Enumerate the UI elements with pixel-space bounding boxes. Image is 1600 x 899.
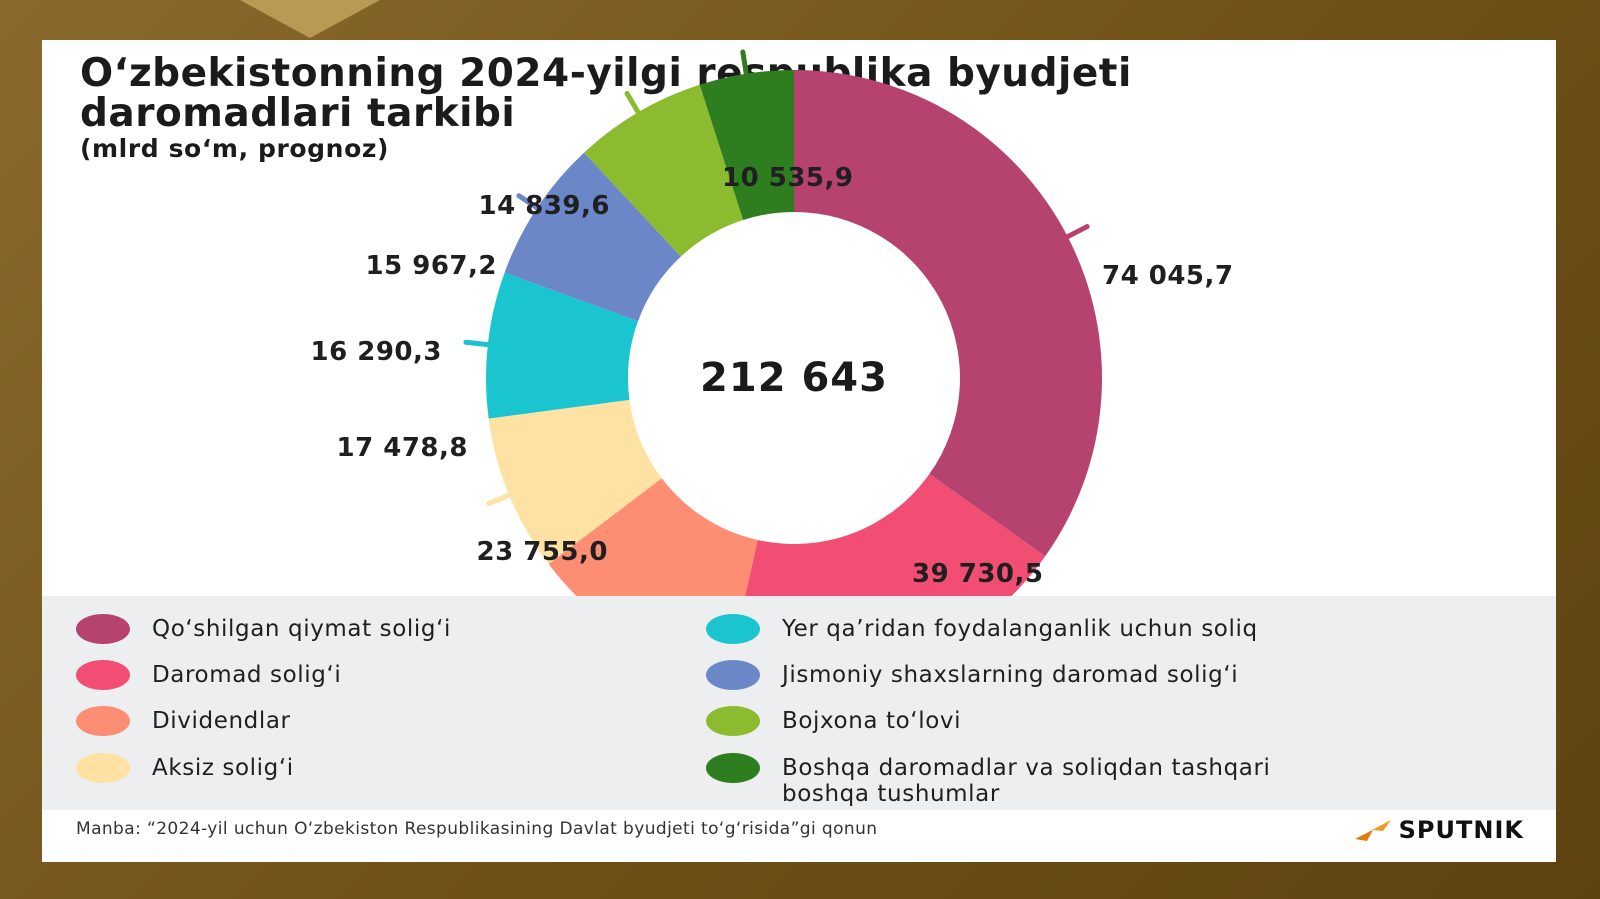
chart-legend: Qo‘shilgan qiymat solig‘i Daromad solig‘i… (42, 596, 1556, 810)
leader-line-yer-qa-ridan-foydalanganlik-uchun-soliq (463, 339, 493, 348)
legend-item-dividendlar: Dividendlar (76, 706, 291, 736)
legend-item-aksiz-solig-i: Aksiz solig‘i (76, 753, 294, 783)
legend-swatch (706, 660, 760, 690)
leader-line-qo-shilgan-qiymat-solig-i (1063, 224, 1090, 241)
data-label-yer-qa-ridan-foydalanganlik-uchun-soliq: 16 290,3 (311, 337, 442, 367)
chart-title: O‘zbekistonning 2024-yilgi respublika by… (80, 51, 1132, 136)
slice-daromad-solig-i (745, 474, 1046, 596)
legend-swatch (706, 706, 760, 736)
chart-data-labels: 74 045,7 39 730,5 23 755,0 17 478,8 16 290,3… (311, 163, 1233, 589)
slice-dividendlar (548, 478, 758, 596)
slice-qo-shilgan-qiymat-solig-i (794, 70, 1102, 557)
legend-item-yer-qa-ridan-foydalanganlik-uchun-soliq: Yer qa’ridan foydalanganlik uchun soliq (706, 614, 1258, 644)
source-note: Manba: “2024-yil uchun O‘zbekiston Respu… (76, 819, 878, 839)
legend-label: Aksiz solig‘i (152, 755, 294, 781)
legend-item-jismoniy-shaxslarning-daromad-solig-i: Jismoniy shaxslarning daromad solig‘i (706, 660, 1238, 690)
legend-label: Jismoniy shaxslarning daromad solig‘i (782, 662, 1239, 688)
legend-item-boshqa-daromadlar-va-soliqdan-tashqari-boshqa-tushumlar: Boshqa daromadlar va soliqdan tashqari b… (706, 753, 1342, 807)
decorative-triangle (240, 0, 380, 38)
legend-label: Daromad solig‘i (152, 662, 342, 688)
data-label-boshqa-daromadlar-va-soliqdan-tashqari-boshqa-tushumlar: 10 535,9 (722, 163, 853, 193)
slice-bojxona-to-lovi (584, 84, 744, 257)
slice-boshqa-daromadlar-va-soliqdan-tashqari-boshqa-tushumlar (699, 70, 794, 220)
sputnik-logo-icon (1354, 820, 1391, 841)
data-label-aksiz-solig-i: 17 478,8 (337, 433, 468, 463)
slice-yer-qa-ridan-foydalanganlik-uchun-soliq (485, 272, 639, 419)
legend-label: Bojxona to‘lovi (782, 708, 962, 734)
legend-swatch (76, 660, 130, 690)
infographic-card: O‘zbekistonning 2024-yilgi respublika by… (42, 40, 1556, 862)
legend-swatch (76, 614, 130, 644)
chart-slices (485, 70, 1102, 596)
legend-item-daromad-solig-i: Daromad solig‘i (76, 660, 341, 690)
chart-subtitle: (mlrd so‘m, prognoz) (80, 134, 390, 163)
legend-label: Yer qa’ridan foydalanganlik uchun soliq (782, 616, 1258, 642)
donut-chart: 74 045,7 39 730,5 23 755,0 17 478,8 16 290,3… (311, 49, 1233, 596)
center-total-label: 212 643 (700, 355, 888, 401)
data-label-daromad-solig-i: 39 730,5 (912, 559, 1043, 589)
data-label-qo-shilgan-qiymat-solig-i: 74 045,7 (1102, 261, 1233, 291)
legend-swatch (76, 753, 130, 783)
legend-swatch (706, 614, 760, 644)
legend-label: Boshqa daromadlar va soliqdan tashqari b… (782, 755, 1271, 807)
sputnik-logo-text: SPUTNIK (1398, 816, 1524, 844)
legend-item-bojxona-to-lovi: Bojxona to‘lovi (706, 706, 961, 736)
legend-item-qo-shilgan-qiymat-solig-i: Qo‘shilgan qiymat solig‘i (76, 614, 451, 644)
footer: Manba: “2024-yil uchun O‘zbekiston Respu… (42, 810, 1556, 862)
data-label-jismoniy-shaxslarning-daromad-solig-i: 15 967,2 (366, 251, 497, 281)
leader-line-jismoniy-shaxslarning-daromad-solig-i (516, 193, 542, 212)
slice-jismoniy-shaxslarning-daromad-solig-i (504, 152, 681, 322)
data-label-dividendlar: 23 755,0 (477, 537, 608, 567)
leader-line-aksiz-solig-i (486, 491, 514, 507)
legend-label: Qo‘shilgan qiymat solig‘i (152, 616, 451, 642)
sputnik-logo: SPUTNIK (1353, 816, 1524, 844)
chart-leader-lines (463, 49, 1090, 507)
legend-label: Dividendlar (152, 708, 291, 734)
data-label-bojxona-to-lovi: 14 839,6 (479, 191, 610, 221)
legend-swatch (76, 706, 130, 736)
slice-aksiz-solig-i (488, 399, 662, 565)
legend-swatch (706, 753, 760, 783)
leader-line-bojxona-to-lovi (624, 90, 642, 117)
leader-line-boshqa-daromadlar-va-soliqdan-tashqari-boshqa-tushumlar (740, 49, 750, 79)
